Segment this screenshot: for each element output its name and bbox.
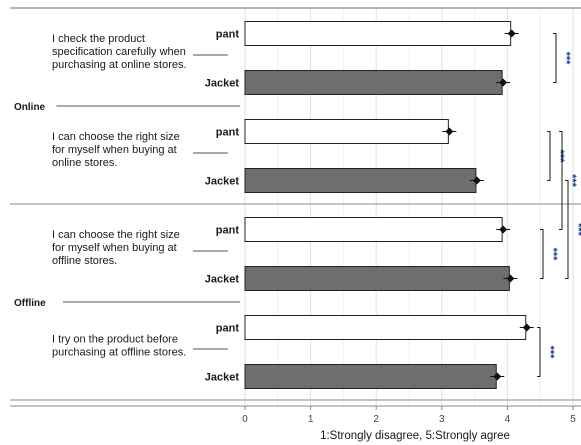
structure-layer xyxy=(10,7,581,407)
x-axis: 0 1 2 3 4 5 1:Strongly disagree, 5:Strongly ag… xyxy=(242,406,576,442)
bar-category-label: Jacket xyxy=(205,372,240,384)
bar-category-label: Jacket xyxy=(205,274,240,286)
mean-marker xyxy=(493,372,502,381)
bar-category-label: pant xyxy=(216,127,240,139)
mean-marker xyxy=(522,323,531,332)
bar-category-label: pant xyxy=(216,323,240,335)
significance-bracket xyxy=(540,229,544,279)
group-label: Offline xyxy=(14,298,46,309)
significance-layer: ****************** xyxy=(537,33,581,377)
x-tick-label: 3 xyxy=(439,414,445,425)
bar-jacket xyxy=(244,168,477,193)
significance-label: *** xyxy=(544,346,556,360)
question-label: I can choose the right size for myself wh… xyxy=(52,229,180,267)
mean-marker xyxy=(499,225,508,234)
group-label: Online xyxy=(14,102,46,113)
question-label: I check the product specification careful… xyxy=(52,33,187,71)
x-tick-label: 2 xyxy=(373,414,379,425)
significance-bracket xyxy=(565,180,569,279)
grid-layer xyxy=(244,8,574,406)
bar-category-label: pant xyxy=(216,29,240,41)
mean-marker xyxy=(472,176,481,185)
significance-label: *** xyxy=(572,223,581,237)
bar-category-label: pant xyxy=(216,225,240,237)
significance-bracket xyxy=(553,33,557,83)
significance-label: *** xyxy=(554,150,566,164)
significance-label: *** xyxy=(566,174,578,188)
bar-layer xyxy=(244,21,534,389)
bar-jacket xyxy=(244,70,503,95)
question-label: I can choose the right size for myself wh… xyxy=(52,131,180,169)
bar-jacket xyxy=(244,266,510,291)
mean-marker xyxy=(445,127,454,136)
bar-pant xyxy=(244,217,503,242)
bar-category-label: Jacket xyxy=(205,78,240,90)
question-label: I try on the product before purchasing at… xyxy=(52,334,186,359)
x-axis-label: 1:Strongly disagree, 5:Strongly agree xyxy=(320,430,510,442)
bar-pant xyxy=(244,119,449,144)
bar-jacket xyxy=(244,364,497,389)
significance-bracket xyxy=(559,131,563,230)
mean-marker xyxy=(507,29,516,38)
x-tick-label: 5 xyxy=(570,414,576,425)
significance-bracket xyxy=(547,131,551,181)
significance-label: *** xyxy=(547,248,559,262)
x-tick-label: 0 xyxy=(242,414,248,425)
x-tick-label: 1 xyxy=(308,414,314,425)
x-tick-label: 4 xyxy=(505,414,511,425)
bar-category-label: Jacket xyxy=(205,176,240,188)
significance-label: *** xyxy=(560,52,572,66)
label-layer: pant Jacket pant Jacket pant Jacket pant Jacket… xyxy=(14,29,240,384)
bar-pant xyxy=(244,315,527,340)
mean-marker xyxy=(499,78,508,87)
mean-marker xyxy=(506,274,515,283)
bar-pant xyxy=(244,21,512,46)
significance-bracket xyxy=(537,327,541,377)
